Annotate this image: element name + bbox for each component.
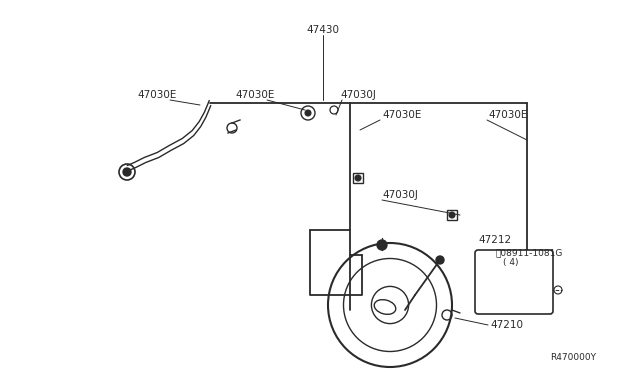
Circle shape (377, 240, 387, 250)
FancyBboxPatch shape (475, 250, 553, 314)
Text: 47030J: 47030J (382, 190, 418, 200)
Text: 47430: 47430 (307, 25, 339, 35)
Text: 47030E: 47030E (236, 90, 275, 100)
Text: 47030J: 47030J (340, 90, 376, 100)
Circle shape (436, 256, 444, 264)
Text: ( 4): ( 4) (503, 259, 518, 267)
Text: 47210: 47210 (490, 320, 523, 330)
Circle shape (123, 168, 131, 176)
Text: 47030E: 47030E (488, 110, 527, 120)
Text: R470000Y: R470000Y (550, 353, 596, 362)
Text: 47212: 47212 (478, 235, 511, 245)
Circle shape (355, 175, 361, 181)
Text: ⓝ08911-1081G: ⓝ08911-1081G (495, 248, 563, 257)
Circle shape (449, 212, 455, 218)
Text: 47030E: 47030E (382, 110, 421, 120)
Text: 47030E: 47030E (138, 90, 177, 100)
Circle shape (305, 110, 311, 116)
